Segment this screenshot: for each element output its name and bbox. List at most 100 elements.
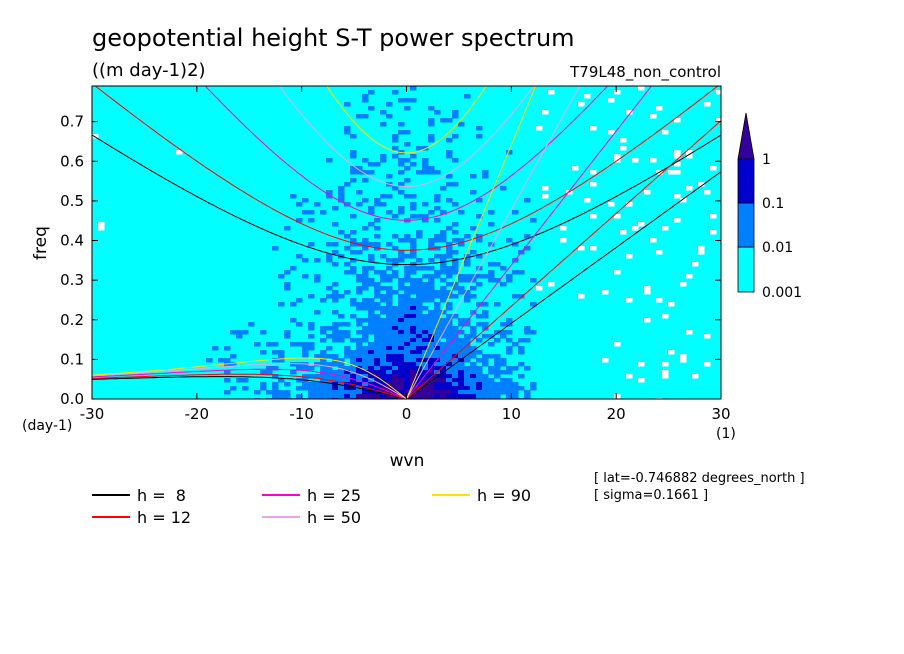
field-cell	[428, 378, 435, 383]
field-cell	[368, 210, 375, 215]
field-cell	[434, 310, 441, 315]
field-cell	[392, 186, 399, 191]
field-cell	[446, 226, 453, 231]
field-cell	[398, 210, 405, 215]
field-cell	[470, 394, 477, 399]
field-cell	[482, 354, 489, 359]
field-cell	[338, 386, 345, 391]
field-cell	[350, 258, 357, 263]
field-cell	[356, 378, 363, 383]
field-cell	[422, 382, 429, 387]
field-cell	[398, 282, 405, 287]
colorbar-extend-arrow	[737, 112, 755, 160]
field-cell	[404, 142, 411, 147]
field-cell	[326, 334, 333, 339]
field-cell	[368, 354, 375, 359]
field-cell	[386, 286, 393, 291]
field-cell	[350, 374, 357, 379]
kelvin-curve	[406, 171, 721, 399]
field-cell	[470, 362, 477, 367]
field-cell	[422, 162, 429, 167]
field-cell	[350, 366, 357, 371]
field-cell	[410, 318, 417, 323]
field-cell	[416, 342, 423, 347]
field-cell	[314, 278, 321, 283]
field-cell	[416, 230, 423, 235]
field-cell	[350, 394, 357, 399]
field-cell	[356, 358, 363, 363]
field-cell	[440, 210, 447, 215]
field-cell	[380, 378, 387, 383]
field-cell	[224, 358, 231, 363]
field-cell	[608, 202, 615, 207]
field-cell	[236, 330, 243, 335]
field-cell	[434, 294, 441, 299]
field-cell	[440, 298, 447, 303]
field-cell	[350, 166, 357, 171]
field-cell	[404, 390, 411, 395]
field-cell	[380, 274, 387, 279]
field-cell	[344, 126, 351, 131]
field-cell	[416, 146, 423, 151]
field-cell	[380, 326, 387, 331]
field-cell	[410, 314, 417, 319]
field-cell	[356, 170, 363, 175]
field-cell	[464, 318, 471, 323]
field-cell	[176, 150, 183, 155]
field-cell	[326, 390, 333, 395]
field-cell	[476, 350, 483, 355]
field-cell	[356, 114, 363, 119]
field-cell	[662, 370, 669, 375]
field-cell	[518, 374, 525, 379]
field-cell	[440, 230, 447, 235]
field-cell	[422, 158, 429, 163]
field-cell	[446, 374, 453, 379]
field-cell	[362, 374, 369, 379]
field-cell	[452, 222, 459, 227]
field-cell	[524, 326, 531, 331]
field-cell	[398, 238, 405, 243]
chart-title: geopotential height S-T power spectrum	[92, 24, 575, 52]
field-cell	[404, 130, 411, 135]
field-cell	[368, 382, 375, 387]
field-cell	[422, 294, 429, 299]
field-cell	[320, 362, 327, 367]
field-cell	[356, 278, 363, 283]
field-cell	[224, 370, 231, 375]
field-cell	[440, 382, 447, 387]
field-cell	[404, 234, 411, 239]
field-cell	[344, 290, 351, 295]
field-cell	[368, 242, 375, 247]
field-cell	[374, 394, 381, 399]
field-cell	[272, 350, 279, 355]
field-cell	[446, 330, 453, 335]
field-cell	[488, 394, 495, 399]
field-cell	[344, 234, 351, 239]
field-cell	[338, 394, 345, 399]
field-cell	[320, 298, 327, 303]
field-cell	[368, 306, 375, 311]
field-cell	[386, 210, 393, 215]
field-cell	[398, 326, 405, 331]
field-cell	[266, 342, 273, 347]
field-cell	[368, 170, 375, 175]
field-cell	[368, 206, 375, 211]
field-cell	[458, 210, 465, 215]
field-cell	[482, 394, 489, 399]
field-cell	[560, 226, 567, 231]
field-cell	[248, 322, 255, 327]
field-cell	[674, 162, 681, 167]
field-cell	[380, 122, 387, 127]
field-cell	[326, 366, 333, 371]
field-cell	[512, 294, 519, 299]
field-cell	[392, 306, 399, 311]
field-cell	[398, 170, 405, 175]
field-cell	[446, 154, 453, 159]
field-cell	[458, 342, 465, 347]
field-cell	[428, 134, 435, 139]
field-cell	[404, 274, 411, 279]
field-cell	[464, 234, 471, 239]
field-cell	[446, 282, 453, 287]
field-cell	[416, 330, 423, 335]
field-cell	[578, 294, 585, 299]
